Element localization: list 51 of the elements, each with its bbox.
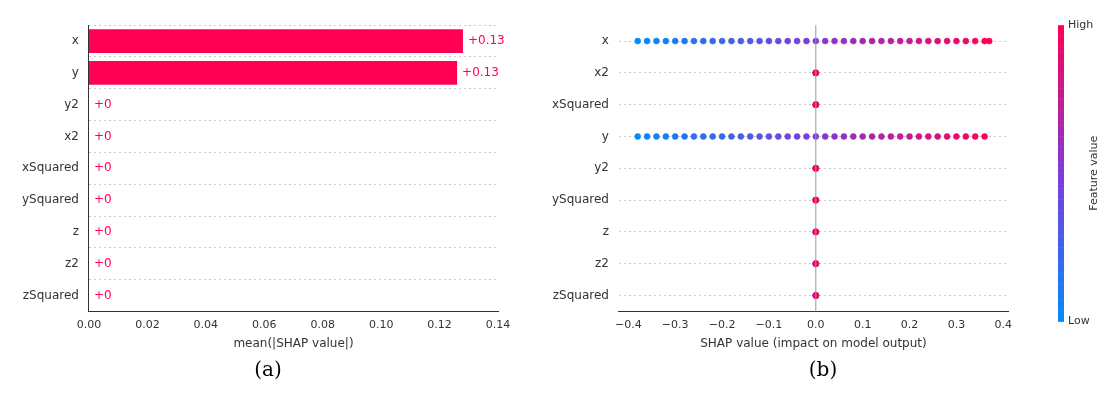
y-tick-label: xSquared (552, 96, 609, 111)
data-label: +0.13 (462, 65, 499, 80)
y-tick-label: ySquared (552, 192, 609, 207)
x-tick-label: 0.12 (427, 317, 452, 331)
x-tick-label: 0.3 (947, 317, 966, 331)
x-axis-title: mean(|SHAP value|) (233, 335, 354, 350)
y-tick-label: xSquared (22, 160, 79, 175)
data-label: +0.13 (467, 33, 505, 48)
x-tick-label: 0.10 (368, 317, 394, 331)
x-tick-label: 0.4 (994, 317, 1013, 331)
data-label: +0 (93, 255, 112, 270)
data-label: +0 (93, 224, 112, 239)
data-label: +0 (93, 128, 112, 143)
x-tick-label: 0.2 (900, 317, 919, 331)
y-tick-label: x2 (594, 65, 609, 80)
x-tick-label: 0.00 (76, 317, 102, 331)
text: (b) (808, 357, 838, 381)
y-tick-label: z (602, 224, 609, 239)
y-tick-label: x2 (64, 128, 79, 143)
y-tick-label: zSquared (22, 287, 79, 302)
y-tick-label: zSquared (552, 287, 609, 302)
y-tick-label: z2 (595, 255, 609, 270)
x-tick-label: −0.1 (755, 317, 783, 331)
y-tick-label: z2 (65, 255, 79, 270)
x-tick-label: 0.14 (485, 317, 511, 331)
data-label: +0 (93, 287, 112, 302)
y-tick-label: y (71, 65, 79, 80)
x-tick-label: −0.4 (614, 317, 642, 331)
data-label: +0 (93, 96, 112, 111)
color-bar-label: Low (1068, 314, 1090, 328)
y-tick-label: z (72, 224, 79, 239)
x-tick-label: 0.02 (135, 317, 160, 331)
data-label: +0 (93, 160, 112, 175)
y-tick-label: ySquared (22, 192, 79, 207)
x-tick-label: 0.06 (252, 317, 277, 331)
x-tick-label: 0.04 (193, 317, 219, 331)
y-tick-label: y2 (594, 160, 609, 175)
y-tick-label: x (601, 33, 609, 48)
x-tick-label: −0.2 (708, 317, 736, 331)
y-tick-label: y2 (64, 96, 79, 111)
color-bar-label: High (1068, 18, 1094, 32)
x-tick-label: −0.3 (661, 317, 689, 331)
x-axis-title: SHAP value (impact on model output) (700, 335, 927, 350)
text: (a) (254, 357, 282, 381)
x-tick-label: 0.0 (807, 317, 825, 331)
y-tick-label: y (601, 128, 609, 143)
y-tick-label: x (71, 33, 79, 48)
x-tick-label: 0.1 (853, 317, 872, 331)
color-bar-title: Feature value (1086, 135, 1100, 211)
x-tick-label: 0.08 (310, 317, 335, 331)
data-label: +0 (93, 192, 112, 207)
